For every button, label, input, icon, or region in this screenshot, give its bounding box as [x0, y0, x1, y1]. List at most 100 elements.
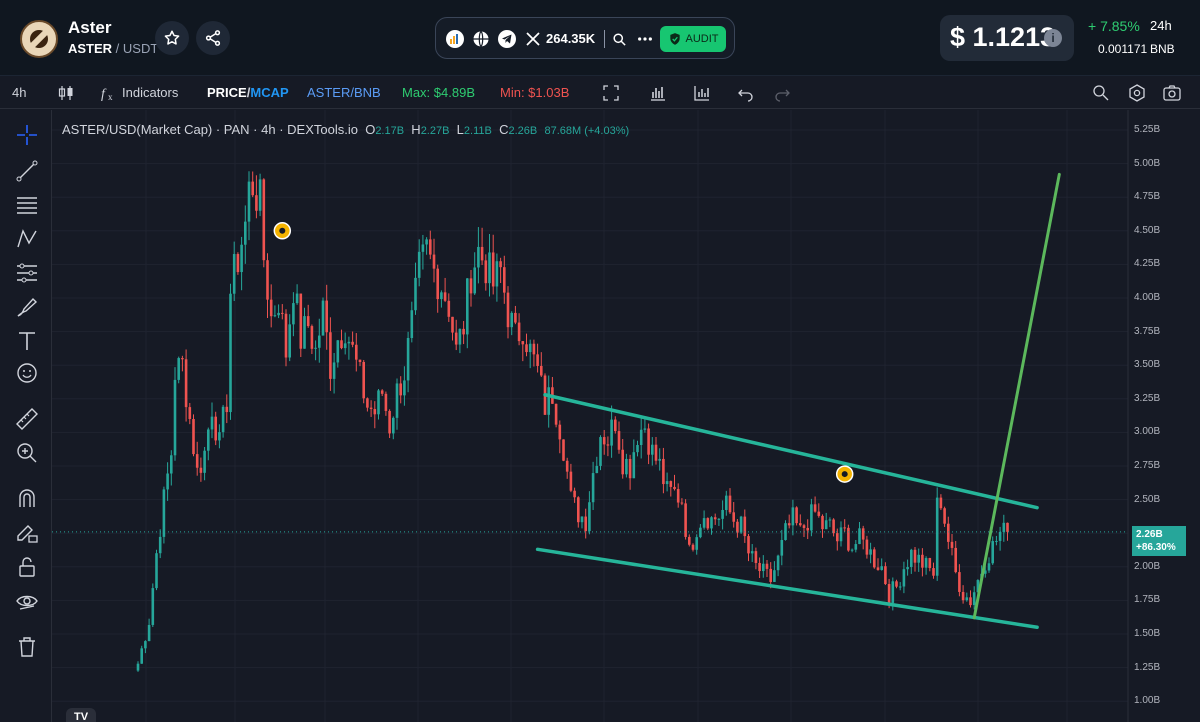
- bar-chart-icon[interactable]: [648, 83, 668, 103]
- redo-icon[interactable]: [772, 83, 792, 103]
- candle-body: [155, 553, 158, 589]
- candle-body: [306, 316, 310, 327]
- compare-icon[interactable]: [692, 83, 712, 103]
- candle-body: [917, 554, 920, 563]
- candle-body: [451, 316, 454, 333]
- fullscreen-icon[interactable]: [601, 83, 621, 103]
- candle-body: [773, 570, 776, 582]
- delete-tool[interactable]: [14, 634, 40, 660]
- last-price: 2.26B: [1136, 529, 1163, 540]
- candle-body: [477, 246, 480, 268]
- settings-icon[interactable]: [1127, 83, 1147, 103]
- prediction-tool[interactable]: [14, 260, 40, 286]
- quote-symbol: USDT: [122, 41, 159, 56]
- candle-body: [340, 340, 343, 349]
- pencil-lock-icon: [17, 525, 38, 543]
- candle-style-icon[interactable]: [56, 83, 76, 103]
- magnet-tool[interactable]: [14, 486, 40, 512]
- candle-body: [595, 465, 599, 474]
- candle-body: [417, 251, 421, 278]
- share-button[interactable]: [196, 21, 230, 55]
- candle-body: [787, 523, 791, 526]
- candle-body: [499, 261, 502, 268]
- candle-body: [347, 341, 351, 344]
- candle-body: [658, 458, 661, 461]
- emoji-tool[interactable]: [14, 360, 40, 386]
- mcap-option[interactable]: MCAP: [250, 85, 289, 100]
- stay-drawing-tool[interactable]: [14, 520, 40, 546]
- x-icon[interactable]: [524, 30, 542, 48]
- candle-body: [384, 393, 388, 411]
- price-option[interactable]: PRICE: [207, 85, 247, 100]
- audit-button[interactable]: AUDIT: [660, 26, 726, 52]
- low-value: 2.11B: [463, 125, 492, 137]
- candle-body: [606, 444, 610, 446]
- price-mcap-toggle[interactable]: PRICE/MCAP: [207, 85, 289, 100]
- candle-body: [232, 254, 236, 294]
- candle-body: [562, 439, 565, 461]
- interval-button[interactable]: 4h: [12, 85, 27, 100]
- pattern-tool[interactable]: [14, 226, 40, 252]
- candle-body: [998, 531, 1002, 541]
- pair-switch-button[interactable]: ASTER/BNB: [307, 85, 381, 100]
- last-price-tag: 2.26B +86.30%: [1132, 526, 1186, 556]
- info-icon[interactable]: i: [1044, 29, 1062, 47]
- hide-tool[interactable]: [14, 588, 40, 614]
- price-axis-label: 4.25B: [1134, 258, 1161, 270]
- candle-body: [377, 390, 380, 415]
- aster-logo: [20, 20, 58, 58]
- candle-body: [177, 358, 180, 380]
- candle-body: [902, 569, 906, 587]
- channel-lower-line: [535, 547, 1039, 630]
- price-axis-label: 3.25B: [1134, 392, 1161, 404]
- candle-body: [240, 244, 243, 273]
- candle-body: [436, 268, 439, 300]
- candle-body: [466, 278, 469, 335]
- candle-body: [580, 516, 584, 523]
- brush-tool[interactable]: [14, 294, 40, 320]
- crosshair-tool[interactable]: [14, 122, 40, 148]
- smiley-icon: [17, 363, 37, 383]
- candle-body: [521, 341, 525, 345]
- trend-line-tool[interactable]: [14, 158, 40, 184]
- candle-body: [432, 254, 436, 269]
- telegram-icon[interactable]: [498, 30, 516, 48]
- base-symbol: ASTER: [68, 41, 113, 56]
- candle-body: [824, 520, 828, 530]
- indicators-button[interactable]: Indicators: [122, 85, 179, 100]
- candle-body: [369, 407, 373, 410]
- chart-logo-icon[interactable]: [446, 30, 464, 48]
- candle-body: [380, 390, 384, 394]
- favorite-button[interactable]: [155, 21, 189, 55]
- more-icon[interactable]: [636, 30, 654, 48]
- candle-body: [480, 246, 484, 261]
- candlestick-chart[interactable]: [52, 110, 1200, 722]
- candle-body: [732, 512, 735, 522]
- candle-body: [192, 419, 195, 455]
- tradingview-logo: TV: [66, 708, 96, 722]
- low-key: L: [456, 122, 464, 137]
- candle-body: [865, 539, 869, 555]
- candle-body: [506, 292, 510, 328]
- lock-tool[interactable]: [14, 554, 40, 580]
- text-tool[interactable]: [14, 328, 40, 354]
- undo-icon[interactable]: [736, 83, 756, 103]
- token-name: Aster: [68, 18, 112, 37]
- candle-body: [429, 239, 432, 255]
- zoom-in-tool[interactable]: [14, 440, 40, 466]
- measure-tool[interactable]: [14, 406, 40, 432]
- search-icon[interactable]: [610, 30, 628, 48]
- zoom-settings-icon[interactable]: [1091, 83, 1111, 103]
- candle-body: [639, 429, 643, 446]
- candle-body: [173, 379, 177, 456]
- candle-body: [447, 300, 451, 317]
- globe-icon[interactable]: [472, 30, 490, 48]
- candle-body: [795, 507, 798, 524]
- projection-line: [972, 172, 1061, 620]
- ruler-lines-icon: [17, 263, 37, 283]
- candle-body: [373, 409, 377, 415]
- fib-tool[interactable]: [14, 192, 40, 218]
- camera-icon[interactable]: [1162, 83, 1182, 103]
- candle-body: [965, 597, 969, 601]
